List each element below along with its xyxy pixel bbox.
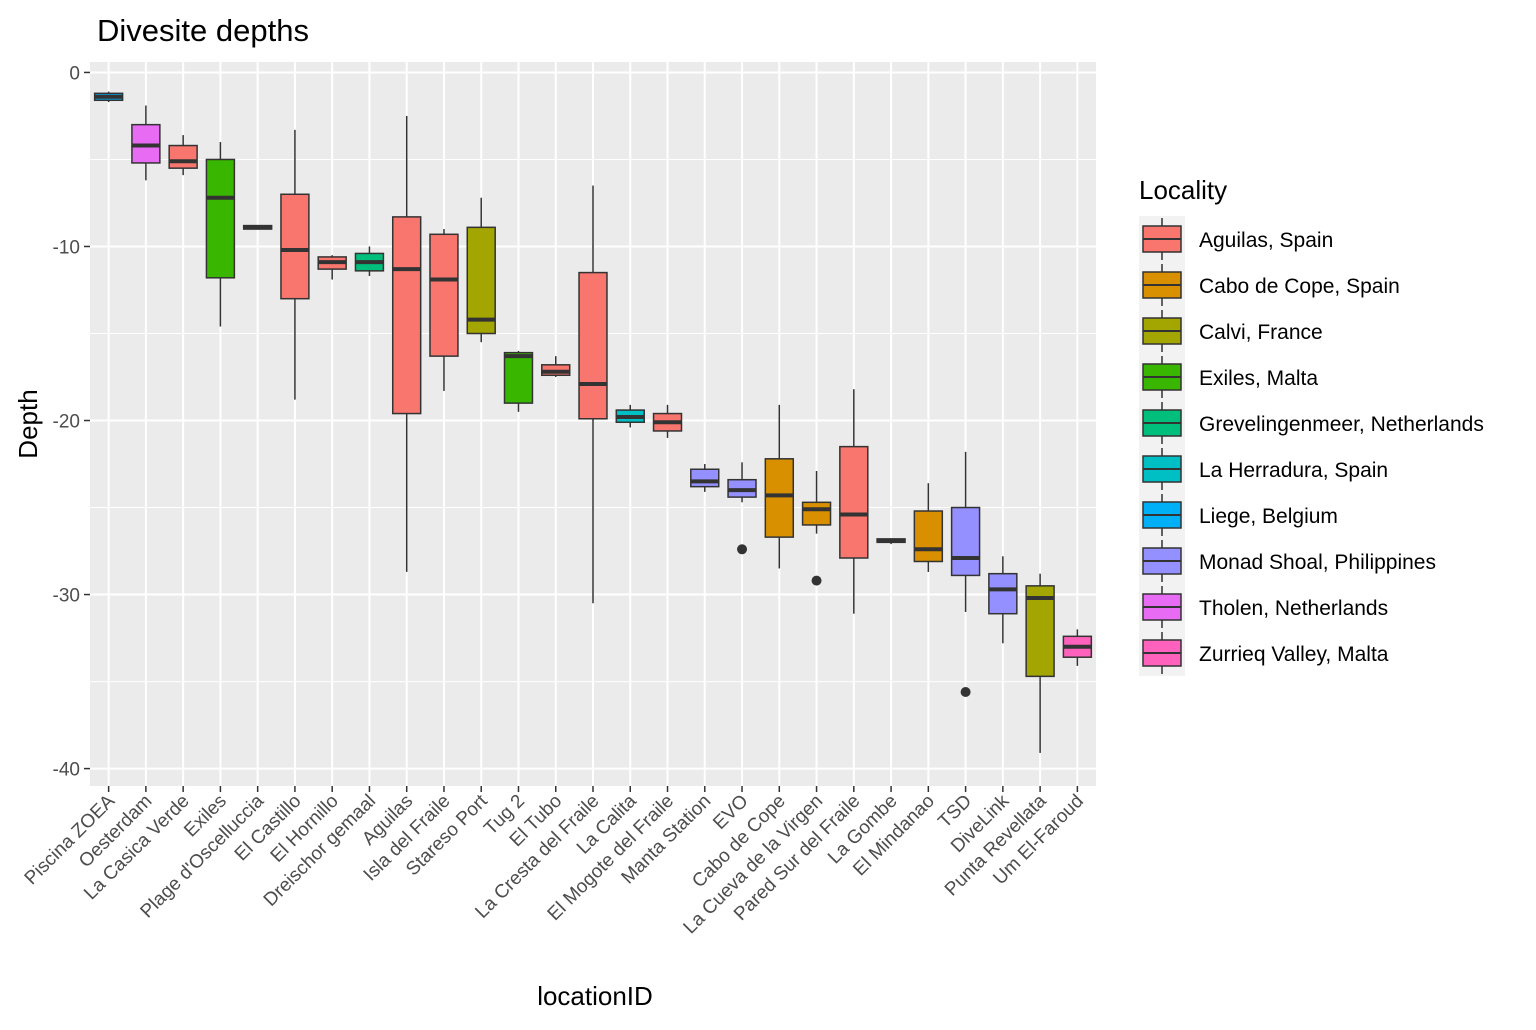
box-10 [429,229,459,391]
outlier-point [737,544,748,555]
box-2 [131,105,161,181]
y-tick-label: -40 [53,760,80,781]
box-24 [950,451,981,698]
box-body [950,506,981,577]
box-4 [205,142,236,327]
legend-label: Aguilas, Spain [1199,229,1333,252]
box-16 [652,404,683,438]
box-1 [93,91,124,103]
box-7 [317,255,347,280]
x-axis-title: locationID [537,981,653,1011]
box-body [913,510,944,563]
box-body [168,144,198,169]
legend-label: La Herradura, Spain [1199,459,1388,482]
box-3 [168,135,198,176]
box-17 [690,464,720,492]
box-body [988,572,1018,615]
legend-items: Aguilas, Spain Cabo de Cope, Spain Calvi, … [1139,216,1484,676]
y-tick-label: -30 [53,586,80,607]
box-26 [1025,573,1055,753]
box-22 [876,538,906,545]
chart-title: Divesite depths [97,13,309,48]
legend-label: Calvi, France [1199,321,1323,344]
box-12 [503,350,534,412]
box-5 [242,224,273,230]
legend-label: Zurrieq Valley, Malta [1199,643,1389,666]
box-23 [913,483,944,572]
box-21 [839,389,869,614]
box-body [205,158,236,279]
box-body [690,468,720,488]
legend-item: Calvi, France [1139,308,1323,354]
legend-item: Liege, Belgium [1139,492,1338,538]
box-series [93,91,1093,753]
legend-item: Grevelingenmeer, Netherlands [1139,400,1484,446]
box-25 [988,556,1018,644]
outlier-point [811,575,822,586]
y-tick-label: -20 [53,412,80,433]
legend-label: Liege, Belgium [1199,505,1338,528]
legend-item: Zurrieq Valley, Malta [1139,630,1389,676]
legend-label: Tholen, Netherlands [1199,597,1388,620]
box-body [578,271,608,420]
y-tick-label: 0 [69,63,80,84]
legend: Locality Aguilas, Spain Cabo de Cope, Spa… [1139,175,1484,676]
box-13 [541,356,571,378]
box-body [391,216,422,415]
box-body [280,193,310,300]
box-19 [764,404,795,569]
legend-label: Cabo de Cope, Spain [1199,275,1400,298]
legend-item: Monad Shoal, Philippines [1139,538,1436,584]
box-body [839,445,869,559]
legend-label: Exiles, Malta [1199,367,1318,390]
box-14 [578,185,608,604]
legend-label: Grevelingenmeer, Netherlands [1199,413,1484,436]
box-20 [801,470,832,586]
legend-item: Exiles, Malta [1139,354,1318,400]
box-11 [466,197,496,343]
box-body [764,458,795,538]
box-body [801,501,832,526]
box-body [503,351,534,404]
legend-item: La Herradura, Spain [1139,446,1388,492]
box-9 [391,115,422,572]
box-15 [615,404,645,428]
box-body [429,233,459,357]
box-27 [1062,629,1093,666]
outlier-point [960,687,971,698]
box-8 [354,246,385,277]
box-body [1025,585,1055,678]
legend-item: Aguilas, Spain [1139,216,1333,262]
box-body [466,226,496,335]
y-tick-label: -10 [53,237,80,258]
y-axis-title: Depth [13,389,43,458]
box-18 [727,462,757,555]
legend-item: Tholen, Netherlands [1139,584,1388,630]
y-axis: 0 -10 -20 -30 -40 [53,63,90,781]
legend-label: Monad Shoal, Philippines [1199,551,1436,574]
legend-item: Cabo de Cope, Spain [1139,262,1400,308]
legend-title: Locality [1139,175,1227,205]
box-6 [280,129,310,400]
